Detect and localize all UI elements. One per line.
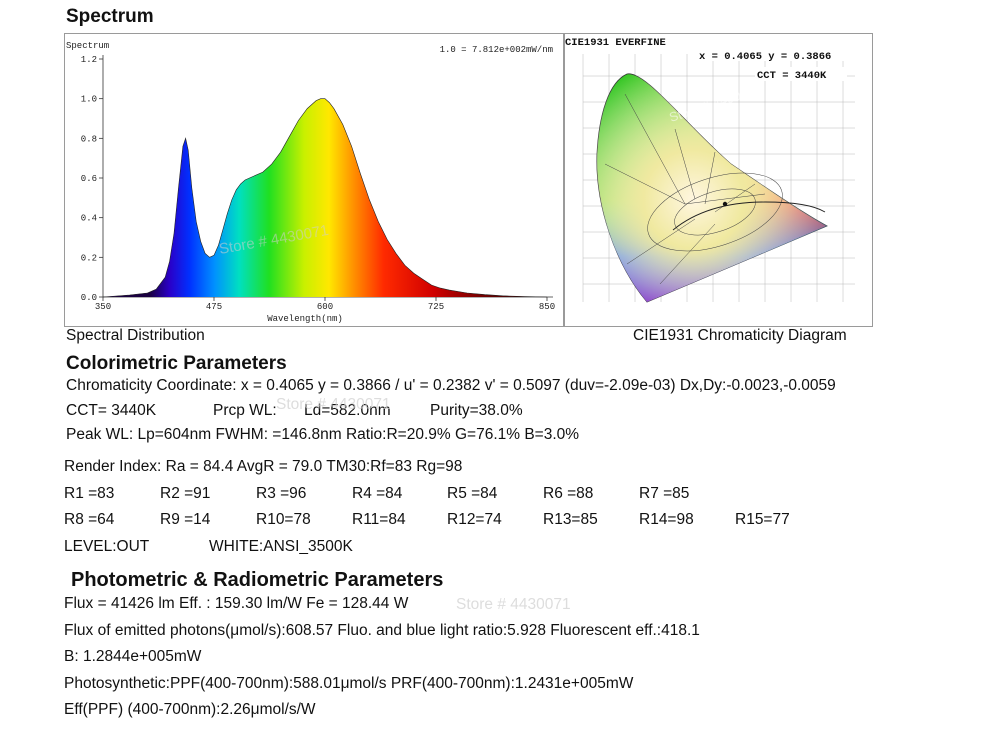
ld-value: Ld=582.0nm — [304, 402, 391, 419]
chromaticity-point — [722, 201, 728, 207]
planckian-locus — [672, 201, 826, 231]
r-value: R2 =91 — [160, 485, 211, 502]
r-value: R10=78 — [256, 511, 311, 528]
spectral-distribution-caption: Spectral Distribution — [66, 327, 205, 344]
level-value: LEVEL:OUT — [64, 538, 150, 555]
cie-region-lines — [604, 93, 783, 285]
spectrum-area — [103, 98, 547, 297]
x-tick-label: 350 — [95, 302, 111, 312]
x-tick-label: 600 — [317, 302, 333, 312]
photometric-section-title: Photometric & Radiometric Parameters — [71, 569, 444, 591]
render-index: Render Index: Ra = 84.4 AvgR = 79.0 TM30… — [64, 458, 463, 475]
params-watermark: Store # 4430071 — [276, 396, 391, 413]
cie-coords: x = 0.4065 y = 0.3866 — [699, 51, 831, 63]
cie-chart-panel: CIE1931 EVERFINE x = 0.4065 y = 0.3866 C… — [564, 33, 873, 327]
ppf-line: Photosynthetic:PPF(400-700nm):588.01μmol… — [64, 675, 634, 692]
r-value: R12=74 — [447, 511, 502, 528]
cie-watermark: Store # 4430071 — [667, 81, 763, 125]
y-tick-label: 0.2 — [81, 253, 97, 263]
r-value: R4 =84 — [352, 485, 403, 502]
spectrum-corner-label: Spectrum — [66, 41, 109, 51]
y-tick-label: 0.4 — [81, 214, 97, 224]
photometric-watermark: Store # 4430071 — [456, 596, 571, 613]
spectrum-line — [102, 98, 548, 298]
r-value: R3 =96 — [256, 485, 307, 502]
cie-white-region — [596, 73, 827, 302]
prcp-wl-label: Prcp WL: — [213, 402, 277, 419]
spectrum-scale-note: 1.0 = 7.812e+002mW/nm — [440, 45, 553, 55]
y-tick-label: 0.6 — [81, 174, 97, 184]
colorimetric-section-title: Colorimetric Parameters — [66, 353, 287, 374]
spectrum-chart: Spectrum 1.0 = 7.812e+002mW/nm 0.0 0.2 0.4… — [66, 41, 555, 324]
white-value: WHITE:ANSI_3500K — [209, 538, 353, 555]
cie-caption: CIE1931 Chromaticity Diagram — [633, 327, 847, 344]
spectrum-section-title: Spectrum — [66, 6, 154, 27]
cct-value: CCT= 3440K — [66, 402, 157, 419]
blue-line: B: 1.2844e+005mW — [64, 648, 202, 665]
cie-cct: CCT = 3440K — [757, 70, 827, 82]
r-value: R9 =14 — [160, 511, 211, 528]
y-tick-label: 1.2 — [81, 55, 97, 65]
x-tick-label: 475 — [206, 302, 222, 312]
x-tick-label: 725 — [428, 302, 444, 312]
cie-diagram: CIE1931 EVERFINE x = 0.4065 y = 0.3866 C… — [565, 37, 869, 303]
y-tick-label: 0.0 — [81, 293, 97, 303]
r-value: R13=85 — [543, 511, 598, 528]
photons-line: Flux of emitted photons(μmol/s):608.57 F… — [64, 622, 700, 639]
r-value: R11=84 — [352, 511, 406, 528]
r-value: R6 =88 — [543, 485, 594, 502]
flux-line: Flux = 41426 lm Eff. : 159.30 lm/W Fe = … — [64, 595, 409, 612]
r-value: R5 =84 — [447, 485, 498, 502]
eff-ppf-line: Eff(PPF) (400-700nm):2.26μmol/s/W — [64, 701, 316, 718]
x-axis-label: Wavelength(nm) — [267, 314, 343, 324]
spectrum-chart-panel: Spectrum 1.0 = 7.812e+002mW/nm 0.0 0.2 0.4… — [64, 33, 564, 327]
cie-header: CIE1931 EVERFINE — [565, 37, 666, 49]
r-value: R1 =83 — [64, 485, 115, 502]
x-tick-label: 850 — [539, 302, 555, 312]
r-value: R15=77 — [735, 511, 790, 528]
y-tick-label: 1.0 — [81, 95, 97, 105]
purity-value: Purity=38.0% — [430, 402, 523, 419]
peak-wavelength: Peak WL: Lp=604nm FWHM: =146.8nm Ratio:R… — [66, 426, 580, 443]
r-value: R7 =85 — [639, 485, 690, 502]
chromaticity-coordinate: Chromaticity Coordinate: x = 0.4065 y = … — [66, 377, 836, 394]
r-value: R14=98 — [639, 511, 694, 528]
y-tick-label: 0.8 — [81, 134, 97, 144]
r-value: R8 =64 — [64, 511, 115, 528]
